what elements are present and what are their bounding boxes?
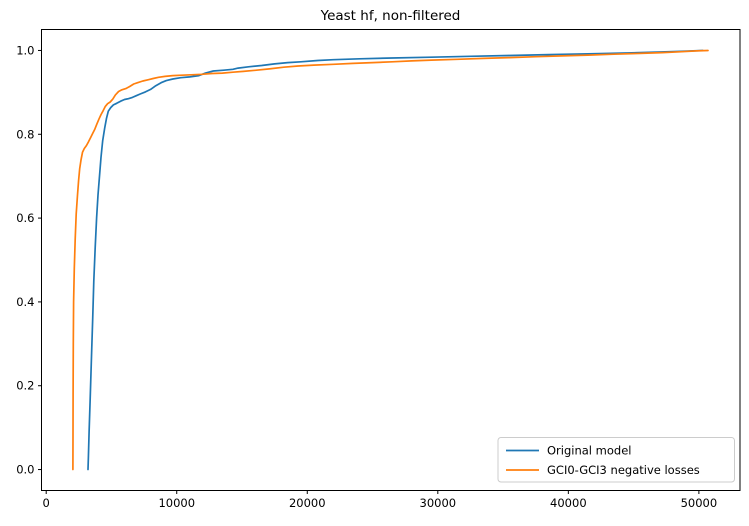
x-tick-label: 30000	[420, 496, 457, 510]
plot-area-border	[41, 29, 741, 491]
legend-label: GCI0-GCI3 negative losses	[547, 463, 700, 477]
series-lines	[72, 49, 709, 471]
axis-ticks: 0 10000 20000 30000 40000 50000 0.0 0.2 0.4 0.6 0.…	[16, 43, 717, 510]
legend-frame	[497, 437, 735, 483]
x-tick-label: 0	[43, 496, 50, 510]
y-tick-label: 0.8	[16, 127, 34, 141]
y-tick-label: 0.2	[16, 379, 34, 393]
x-tick-label: 20000	[289, 496, 326, 510]
chart-title: Yeast hf, non-filtered	[320, 8, 461, 24]
series-line-original-model	[87, 49, 704, 471]
x-tick-label: 40000	[550, 496, 587, 510]
series-line-gci0-gci3-negative-losses	[72, 49, 709, 471]
x-tick-label: 10000	[158, 496, 195, 510]
legend-label: Original model	[547, 444, 631, 458]
y-tick-label: 0.6	[16, 211, 34, 225]
y-tick-label: 0.0	[16, 463, 34, 477]
legend: Original model GCI0-GCI3 negative losses	[497, 437, 735, 483]
y-tick-label: 0.4	[16, 295, 34, 309]
y-tick-label: 1.0	[16, 43, 34, 57]
x-tick-label: 50000	[681, 496, 718, 510]
